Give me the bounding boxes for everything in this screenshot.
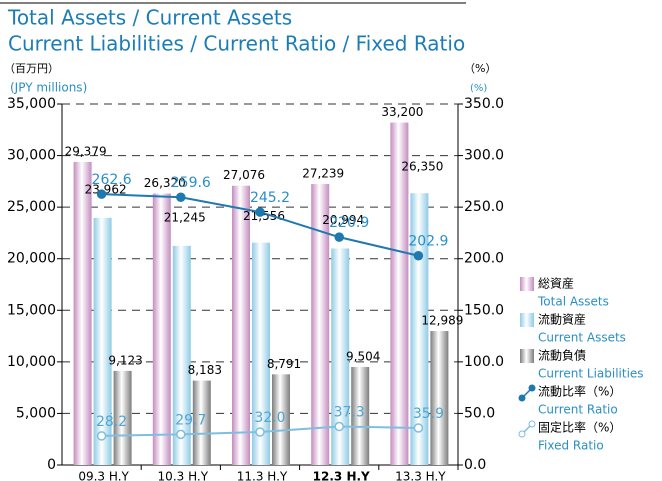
legend-label-en: Current Liabilities xyxy=(538,367,644,381)
y2-tick-label: 100.0 xyxy=(464,354,504,370)
line-point xyxy=(255,207,265,217)
legend-swatch xyxy=(528,420,536,428)
bar xyxy=(272,374,290,465)
line-point xyxy=(334,232,344,242)
data-label: 220.9 xyxy=(329,215,369,231)
x-tick-label: 10.3 H.Y xyxy=(158,470,209,481)
data-label: 26,320 xyxy=(144,176,186,190)
bar xyxy=(152,193,171,465)
data-label: 26,350 xyxy=(401,160,443,174)
legend-label: 流動負債 xyxy=(538,348,586,363)
data-label: 32.0 xyxy=(254,410,285,426)
y-unit: （百万円） xyxy=(4,62,59,75)
y-tick-label: 5,000 xyxy=(16,405,56,421)
legend-label: 総資産 xyxy=(538,276,574,291)
bar xyxy=(93,217,112,465)
legend-label-en: Current Assets xyxy=(538,331,626,345)
legend-swatch xyxy=(520,277,534,291)
data-label: 245.2 xyxy=(250,190,290,206)
bar xyxy=(410,193,429,465)
data-label: 9,504 xyxy=(346,349,380,363)
data-label: 9,123 xyxy=(108,353,142,367)
y2-unit: （%） xyxy=(464,62,496,75)
data-label: 262.6 xyxy=(92,172,132,188)
data-label: 27,076 xyxy=(223,168,265,182)
y-tick-label: 20,000 xyxy=(7,251,56,267)
y2-tick-label: 50.0 xyxy=(464,405,495,421)
bar xyxy=(430,331,449,465)
legend-swatch xyxy=(518,394,526,402)
chart-subtitle: Current Liabilities / Current Ratio / Fi… xyxy=(8,32,465,56)
data-label: 29,379 xyxy=(65,144,107,158)
data-label: 37.3 xyxy=(334,405,365,421)
bar xyxy=(232,185,250,465)
data-label: 23,962 xyxy=(85,182,127,196)
y-unit-en: (JPY millions) xyxy=(10,81,87,95)
legend-label-en: Current Ratio xyxy=(538,403,618,417)
legend-label-en: Fixed Ratio xyxy=(538,439,604,453)
line-point xyxy=(413,250,424,261)
line-point xyxy=(413,423,424,433)
legend-swatch xyxy=(518,430,526,438)
bar xyxy=(113,370,132,465)
line-point xyxy=(176,429,186,440)
y2-tick-label: 250.0 xyxy=(464,199,504,215)
data-label: 27,239 xyxy=(302,167,344,181)
x-tick-label: 11.3 H.Y xyxy=(237,470,288,481)
chart-title: Total Assets / Current Assets xyxy=(7,6,292,30)
data-label: 21,556 xyxy=(243,209,285,223)
bar xyxy=(351,366,370,465)
y-tick-label: 25,000 xyxy=(7,199,56,215)
line-point xyxy=(96,189,107,199)
x-tick-label: 13.3 H.Y xyxy=(395,470,446,481)
data-label: 202.9 xyxy=(408,234,448,250)
legend-label: 流動資産 xyxy=(538,312,586,327)
line-point xyxy=(334,421,344,432)
legend-label: 流動比率（%） xyxy=(538,384,621,399)
x-tick-label: 12.3 H.Y xyxy=(313,470,370,481)
bar xyxy=(172,245,191,465)
data-label: 259.6 xyxy=(171,175,211,191)
legend-label: 固定比率（%） xyxy=(538,420,621,435)
data-label: 28.2 xyxy=(96,414,127,430)
bar xyxy=(311,184,330,465)
legend-swatch xyxy=(528,384,536,392)
y-tick-label: 35,000 xyxy=(7,96,56,112)
y2-tick-label: 200.0 xyxy=(464,251,504,267)
line-point xyxy=(96,431,107,441)
x-tick-label: 09.3 H.Y xyxy=(78,470,129,481)
bar xyxy=(390,122,409,466)
y-tick-label: 0 xyxy=(47,457,56,473)
y2-tick-label: 150.0 xyxy=(464,302,504,318)
data-label: 21,245 xyxy=(164,210,206,224)
data-label: 29.7 xyxy=(175,412,206,428)
data-label: 8,183 xyxy=(188,363,222,377)
y2-tick-label: 350.0 xyxy=(464,96,504,112)
bar xyxy=(252,242,270,465)
y-tick-label: 30,000 xyxy=(7,148,56,164)
bar xyxy=(73,161,92,465)
legend-label-en: Total Assets xyxy=(537,295,609,309)
data-label: 20,994 xyxy=(322,213,364,227)
line-point xyxy=(176,192,186,202)
legend-swatch xyxy=(520,349,534,363)
legend-swatch xyxy=(520,313,534,327)
y2-tick-label: 300.0 xyxy=(464,148,504,164)
y-tick-label: 15,000 xyxy=(7,302,56,318)
y2-unit-en: (%) xyxy=(470,83,487,94)
y2-tick-label: 0.0 xyxy=(464,457,486,473)
data-label: 12,989 xyxy=(421,314,463,328)
y-tick-label: 10,000 xyxy=(7,354,56,370)
bar xyxy=(192,380,211,465)
data-label: 8,791 xyxy=(267,357,301,371)
bar xyxy=(331,248,350,465)
data-label: 35.9 xyxy=(413,406,444,422)
data-label: 33,200 xyxy=(381,105,423,119)
line-point xyxy=(255,427,265,437)
